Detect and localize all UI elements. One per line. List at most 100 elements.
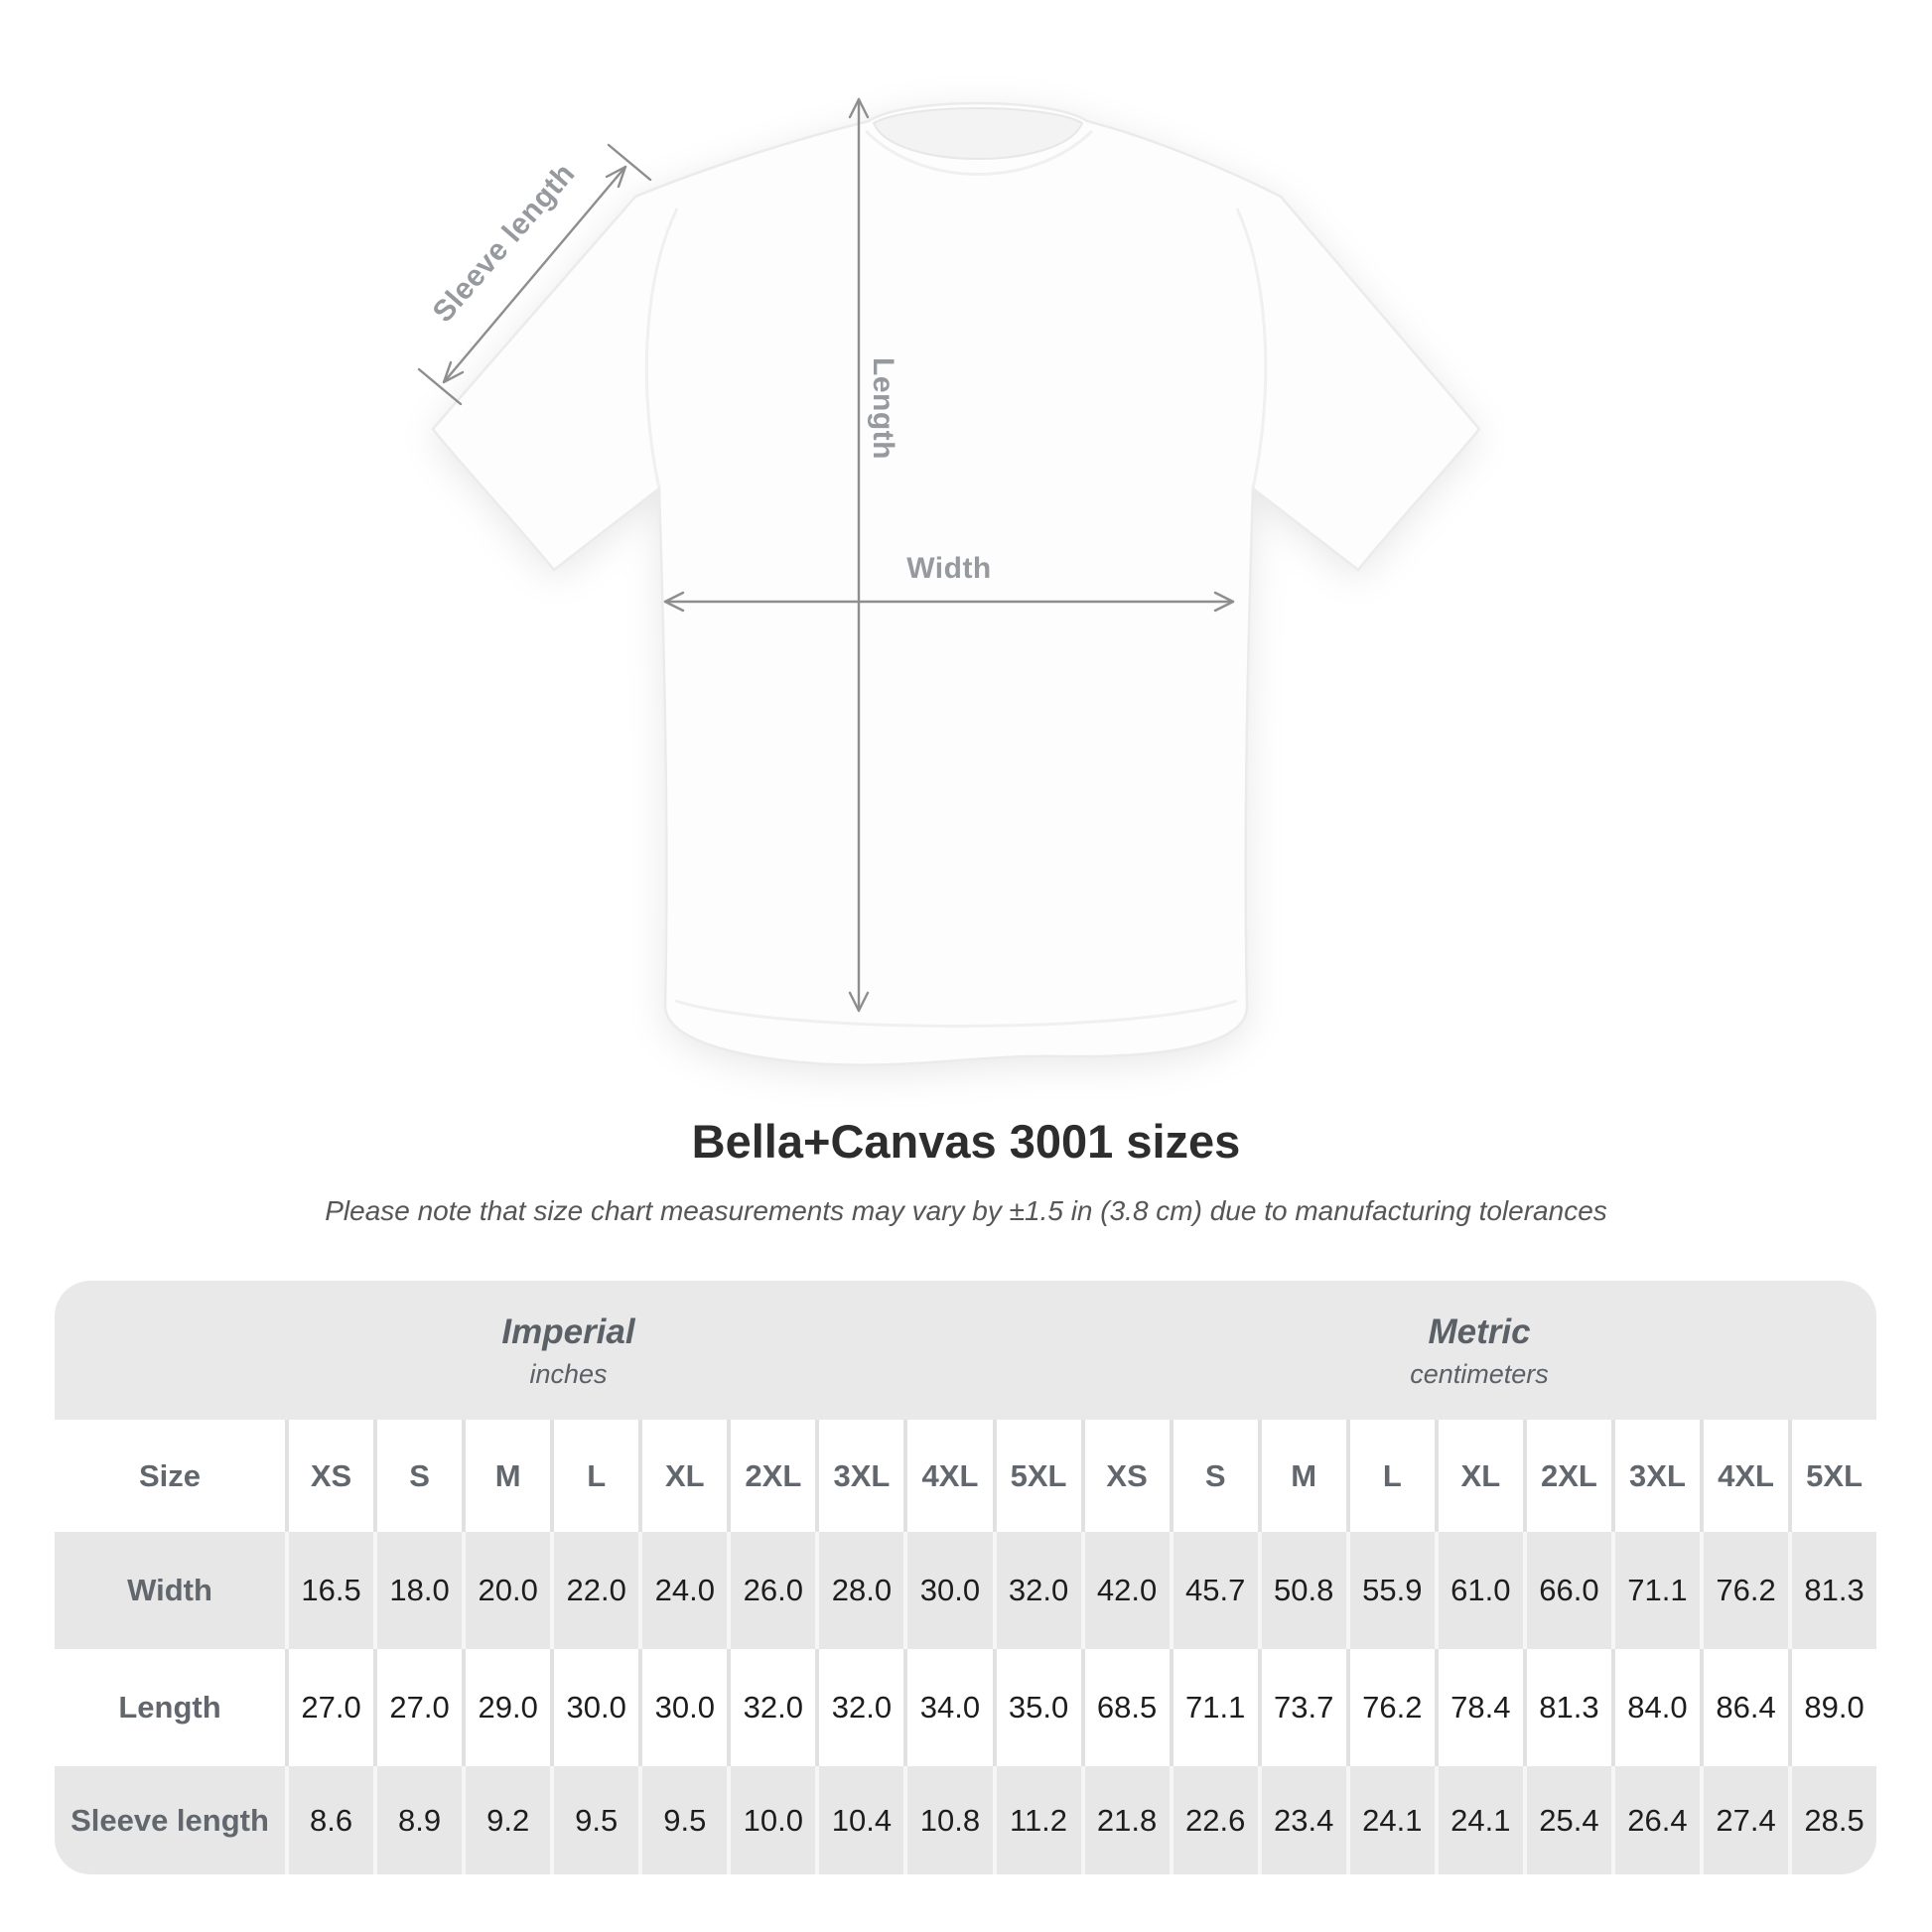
length-imperial-m: 29.0 xyxy=(466,1649,555,1766)
sleeve-metric-5xl: 28.5 xyxy=(1804,1802,1864,1838)
sleeve-imperial-4xl: 10.8 xyxy=(907,1766,997,1874)
size-col-metric-xs: XS xyxy=(1085,1420,1173,1532)
table-row-sleeve-length: Sleeve length 8.6 8.9 9.2 9.5 9.5 10.0 1… xyxy=(55,1766,1876,1874)
table-row-width: Width 16.5 18.0 20.0 22.0 24.0 26.0 28.0… xyxy=(55,1532,1876,1649)
width-metric-l: 55.9 xyxy=(1350,1532,1439,1649)
sleeve-length-arrow xyxy=(417,143,652,406)
sleeve-imperial-s: 8.9 xyxy=(377,1766,467,1874)
sleeve-metric-m: 23.4 xyxy=(1262,1766,1350,1874)
size-col-metric-m: M xyxy=(1262,1420,1350,1532)
metric-unit: centimeters xyxy=(1410,1359,1549,1389)
length-metric-m: 73.7 xyxy=(1262,1649,1350,1766)
sleeve-metric-l: 24.1 xyxy=(1350,1766,1439,1874)
size-col-metric-l: L xyxy=(1350,1420,1439,1532)
width-metric-5xl: 81.3 xyxy=(1804,1573,1864,1607)
sleeve-metric-xs: 21.8 xyxy=(1085,1766,1173,1874)
width-imperial-5xl: 32.0 xyxy=(997,1532,1085,1649)
size-col-metric-4xl: 4XL xyxy=(1704,1420,1793,1532)
size-col-imperial-2xl: 2XL xyxy=(731,1420,820,1532)
width-metric-m: 50.8 xyxy=(1262,1532,1350,1649)
shirt-diagram: Sleeve length Length Width xyxy=(417,97,1481,1066)
sleeve-metric-2xl: 25.4 xyxy=(1527,1766,1615,1874)
sleeve-metric-s: 22.6 xyxy=(1173,1766,1262,1874)
row-label-width: Width xyxy=(55,1532,289,1649)
row-label-sleeve-length: Sleeve length xyxy=(55,1766,289,1874)
size-header-row: Size XS S M L XL 2XL 3XL 4XL 5XL XS S M … xyxy=(55,1420,1876,1532)
width-metric-3xl: 71.1 xyxy=(1615,1532,1704,1649)
width-imperial-s: 18.0 xyxy=(377,1532,467,1649)
page-subtitle: Please note that size chart measurements… xyxy=(325,1195,1607,1226)
length-imperial-2xl: 32.0 xyxy=(731,1649,820,1766)
collar xyxy=(872,107,1084,160)
sleeve-imperial-xl: 9.5 xyxy=(642,1766,732,1874)
width-imperial-l: 22.0 xyxy=(554,1532,643,1649)
size-col-imperial-5xl: 5XL xyxy=(997,1420,1085,1532)
length-imperial-4xl: 34.0 xyxy=(907,1649,997,1766)
size-col-imperial-4xl: 4XL xyxy=(907,1420,997,1532)
width-metric-s: 45.7 xyxy=(1173,1532,1262,1649)
length-imperial-s: 27.0 xyxy=(377,1649,467,1766)
size-col-imperial-xl: XL xyxy=(642,1420,732,1532)
length-label: Length xyxy=(867,357,899,460)
sleeve-imperial-l: 9.5 xyxy=(554,1766,643,1874)
width-metric-2xl: 66.0 xyxy=(1527,1532,1615,1649)
length-imperial-l: 30.0 xyxy=(554,1649,643,1766)
length-metric-s: 71.1 xyxy=(1173,1649,1262,1766)
size-col-metric-s: S xyxy=(1173,1420,1262,1532)
unit-header-imperial: Imperial inches xyxy=(55,1281,1082,1420)
metric-label: Metric xyxy=(1428,1312,1531,1351)
width-imperial-4xl: 30.0 xyxy=(907,1532,997,1649)
size-table: Imperial inches Metric centimeters Size … xyxy=(55,1281,1876,1874)
shirt-illustration xyxy=(417,97,1481,1066)
width-imperial-xs: 16.5 xyxy=(289,1532,378,1649)
length-metric-l: 76.2 xyxy=(1350,1649,1439,1766)
length-imperial-3xl: 32.0 xyxy=(819,1649,908,1766)
size-col-imperial-s: S xyxy=(377,1420,467,1532)
sleeve-metric-xl: 24.1 xyxy=(1439,1766,1527,1874)
sleeve-imperial-5xl: 11.2 xyxy=(997,1766,1085,1874)
length-metric-5xl: 89.0 xyxy=(1804,1690,1864,1725)
length-metric-3xl: 84.0 xyxy=(1615,1649,1704,1766)
sleeve-imperial-2xl: 10.0 xyxy=(731,1766,820,1874)
length-metric-4xl: 86.4 xyxy=(1704,1649,1793,1766)
width-metric-xl: 61.0 xyxy=(1439,1532,1527,1649)
length-metric-xs: 68.5 xyxy=(1085,1649,1173,1766)
sleeve-imperial-3xl: 10.4 xyxy=(819,1766,908,1874)
size-col-imperial-l: L xyxy=(554,1420,643,1532)
row-label-length: Length xyxy=(55,1649,289,1766)
width-metric-4xl: 76.2 xyxy=(1704,1532,1793,1649)
sleeve-metric-3xl: 26.4 xyxy=(1615,1766,1704,1874)
size-col-metric-5xl: 5XL xyxy=(1806,1457,1863,1493)
size-col-metric-2xl: 2XL xyxy=(1527,1420,1615,1532)
width-imperial-3xl: 28.0 xyxy=(819,1532,908,1649)
length-metric-2xl: 81.3 xyxy=(1527,1649,1615,1766)
length-metric-xl: 78.4 xyxy=(1439,1649,1527,1766)
imperial-label: Imperial xyxy=(501,1312,635,1351)
size-col-metric-xl: XL xyxy=(1439,1420,1527,1532)
unit-header-row: Imperial inches Metric centimeters xyxy=(55,1281,1876,1420)
width-imperial-2xl: 26.0 xyxy=(731,1532,820,1649)
width-metric-xs: 42.0 xyxy=(1085,1532,1173,1649)
sleeve-imperial-m: 9.2 xyxy=(466,1766,555,1874)
length-imperial-xl: 30.0 xyxy=(642,1649,732,1766)
table-row-length: Length 27.0 27.0 29.0 30.0 30.0 32.0 32.… xyxy=(55,1649,1876,1766)
width-imperial-xl: 24.0 xyxy=(642,1532,732,1649)
imperial-unit: inches xyxy=(529,1359,608,1389)
measurement-arrows xyxy=(417,97,1235,1013)
sleeve-metric-4xl: 27.4 xyxy=(1704,1766,1793,1874)
page-title: Bella+Canvas 3001 sizes xyxy=(691,1115,1241,1168)
size-col-metric-3xl: 3XL xyxy=(1615,1420,1704,1532)
size-col-imperial-3xl: 3XL xyxy=(819,1420,908,1532)
size-col-imperial-m: M xyxy=(466,1420,555,1532)
width-label: Width xyxy=(906,552,992,585)
unit-header-metric: Metric centimeters xyxy=(1082,1281,1876,1420)
sleeve-imperial-xs: 8.6 xyxy=(289,1766,378,1874)
size-col-imperial-xs: XS xyxy=(289,1420,378,1532)
width-imperial-m: 20.0 xyxy=(466,1532,555,1649)
length-imperial-xs: 27.0 xyxy=(289,1649,378,1766)
size-header-label: Size xyxy=(55,1420,289,1532)
length-arrow xyxy=(848,97,870,1013)
tshirt-shape xyxy=(431,101,1481,1066)
length-imperial-5xl: 35.0 xyxy=(997,1649,1085,1766)
